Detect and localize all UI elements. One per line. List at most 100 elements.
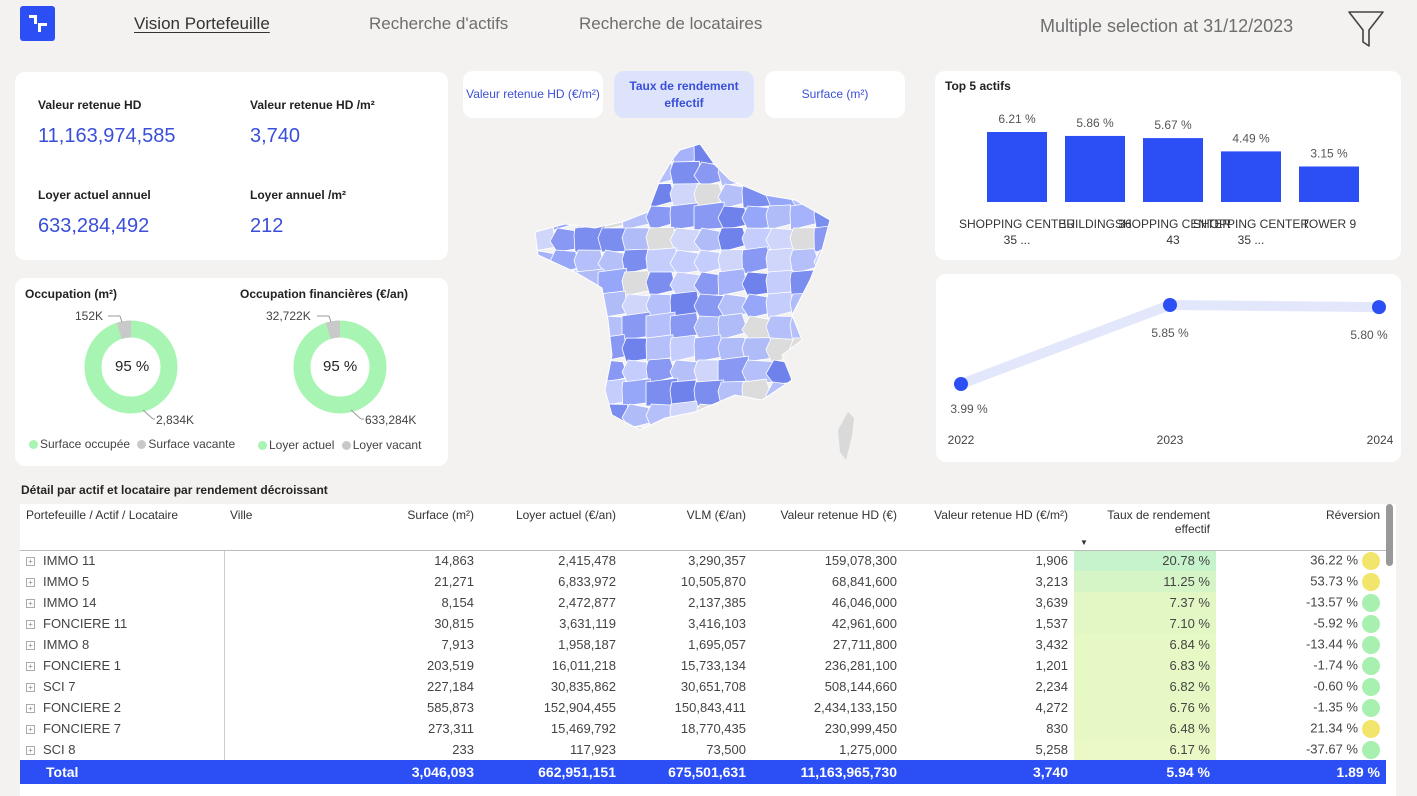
cell-7: 6.83 % (1074, 655, 1216, 676)
expand-icon[interactable]: + (26, 704, 35, 714)
nav-recherche-actifs[interactable]: Recherche d'actifs (369, 14, 509, 33)
cell-8: 53.73 % (1216, 571, 1386, 592)
col-surface[interactable]: Surface (m²) (384, 504, 480, 551)
expand-icon[interactable]: + (26, 725, 35, 735)
map-region (693, 334, 725, 363)
cell-7: 7.10 % (1074, 613, 1216, 634)
col-taux-rendement-label: Taux de rendement effectif (1107, 508, 1210, 536)
expand-icon[interactable]: + (26, 599, 35, 609)
status-dot-icon (1362, 551, 1380, 570)
total-cell-6: 3,740 (903, 760, 1074, 784)
legend-loyer-actuel[interactable]: Loyer actuel (269, 438, 335, 452)
col-valeur-retenue-m2[interactable]: Valeur retenue HD (€/m²) (903, 504, 1074, 551)
cell-2: 273,311 (427, 721, 474, 736)
map-region (789, 377, 821, 407)
expand-icon[interactable]: + (26, 746, 35, 756)
map-region (549, 293, 581, 319)
map-region (549, 314, 581, 341)
kpi-loyer-value: 633,284,492 (38, 215, 150, 237)
table-row[interactable]: + SCI 7 227,184 30,835,862 30,651,708 508,144… (20, 676, 1386, 697)
cell-7: 7.37 % (1074, 592, 1216, 613)
col-portefeuille[interactable]: Portefeuille / Actif / Locataire (20, 504, 224, 551)
corsica-region[interactable] (838, 412, 854, 460)
bar-4 (1299, 166, 1359, 202)
app-logo[interactable] (20, 6, 55, 41)
occupation-fin-legend: Loyer actuel Loyer vacant (258, 438, 421, 452)
cell-0[interactable]: + FONCIERE 1 (20, 655, 224, 676)
expand-icon[interactable]: + (26, 662, 35, 672)
col-ville[interactable]: Ville (224, 504, 384, 551)
map-region (535, 271, 557, 297)
legend-surface-vacante[interactable]: Surface vacante (148, 437, 236, 451)
cell-3: 3,631,119 (559, 616, 616, 631)
bar-label-4: 3.15 % (1310, 146, 1348, 160)
cell-1 (223, 571, 384, 592)
table-row[interactable]: + SCI 8 233 117,923 73,500 1,275,000 5,258 6.17… (20, 739, 1386, 760)
row-label: FONCIERE 11 (43, 616, 128, 631)
table-row[interactable]: + FONCIERE 1 203,519 16,011,218 15,733,134 23… (20, 655, 1386, 676)
trend-line-chart[interactable]: 3.99 % 2022 5.85 % 2023 5.80 % 2024 (936, 274, 1401, 462)
expand-icon[interactable]: + (26, 578, 35, 588)
cell-0[interactable]: + IMMO 14 (20, 592, 224, 613)
tab-taux-rendement[interactable]: Taux de rendement effectif (614, 71, 754, 118)
table-row[interactable]: + IMMO 5 21,271 6,833,972 10,505,870 68,841,6… (20, 571, 1386, 592)
col-vlm[interactable]: VLM (€/an) (622, 504, 752, 551)
tab-surface[interactable]: Surface (m²) (765, 71, 905, 118)
col-reversion[interactable]: Réversion (1216, 504, 1386, 551)
status-dot-icon (1362, 593, 1380, 612)
nav-recherche-locataires[interactable]: Recherche de locataires (579, 14, 763, 33)
map-region (813, 293, 830, 319)
row-label: IMMO 5 (43, 574, 90, 589)
expand-icon[interactable]: + (26, 641, 35, 651)
map-region (765, 337, 797, 363)
table-row[interactable]: + FONCIERE 11 30,815 3,631,119 3,416,103 42,9… (20, 613, 1386, 634)
cell-6: 830 (1046, 721, 1068, 736)
cell-0[interactable]: + IMMO 5 (20, 571, 224, 592)
col-valeur-retenue[interactable]: Valeur retenue HD (€) (752, 504, 903, 551)
map-region (573, 161, 605, 187)
map-region (693, 249, 725, 275)
kpi-valeur-m2-value: 3,740 (250, 125, 301, 147)
expand-icon[interactable]: + (26, 620, 35, 630)
map-regions[interactable] (530, 140, 845, 450)
occupation-fin-vacant-label: 32,722K (266, 309, 311, 323)
table-row[interactable]: + FONCIERE 2 585,873 152,904,455 150,843,411… (20, 697, 1386, 718)
sort-desc-icon[interactable]: ▼ (1080, 538, 1088, 547)
cell-0[interactable]: + IMMO 11 (20, 550, 224, 571)
occupation-donut[interactable] (83, 319, 179, 415)
table-row[interactable]: + IMMO 14 8,154 2,472,877 2,137,385 46,046,00… (20, 592, 1386, 613)
cell-0[interactable]: + FONCIERE 2 (20, 697, 224, 718)
map-region (717, 227, 749, 253)
table-row[interactable]: + IMMO 8 7,913 1,958,187 1,695,057 27,711,800… (20, 634, 1386, 655)
map-region (741, 271, 773, 297)
table-scrollbar[interactable] (1386, 504, 1393, 566)
legend-loyer-vacant[interactable]: Loyer vacant (352, 438, 422, 452)
col-taux-rendement[interactable]: Taux de rendement effectif ▼ (1074, 504, 1216, 551)
map-region (549, 400, 581, 429)
cell-0[interactable]: + IMMO 8 (20, 634, 224, 655)
map-region (669, 202, 701, 231)
top5-bar-chart[interactable]: 6.21 % SHOPPING CENTER 35 ... 5.86 % BUILDIN… (935, 71, 1401, 260)
col-loyer-actuel[interactable]: Loyer actuel (€/an) (480, 504, 622, 551)
bar-category-0-line2: 35 ... (1004, 233, 1031, 247)
expand-icon[interactable]: + (26, 683, 35, 693)
legend-surface-occupee[interactable]: Surface occupée (40, 437, 131, 451)
cell-8: -13.57 % (1216, 592, 1386, 613)
filter-button[interactable] (1347, 10, 1385, 50)
france-map[interactable] (530, 140, 870, 465)
table-row[interactable]: + IMMO 11 14,863 2,415,478 3,290,357 159,078,… (20, 550, 1386, 571)
table-row[interactable]: + FONCIERE 7 273,311 15,469,792 18,770,435 23… (20, 718, 1386, 739)
cell-2: 21,271 (434, 574, 474, 589)
cell-0[interactable]: + SCI 7 (20, 676, 224, 697)
cell-5: 159,078,300 (824, 553, 897, 569)
kpi-valeur-value: 11,163,974,585 (38, 125, 176, 147)
occupation-fin-donut[interactable] (292, 319, 388, 415)
cell-7: 20.78 % (1074, 550, 1216, 571)
expand-icon[interactable]: + (26, 557, 35, 567)
map-region (573, 359, 605, 385)
tab-valeur-retenue-m2[interactable]: Valeur retenue HD (€/m²) (463, 71, 603, 118)
cell-0[interactable]: + SCI 8 (20, 739, 224, 760)
cell-0[interactable]: + FONCIERE 7 (20, 718, 224, 739)
cell-0[interactable]: + FONCIERE 11 (20, 613, 224, 634)
nav-vision-portefeuille[interactable]: Vision Portefeuille (134, 14, 270, 33)
